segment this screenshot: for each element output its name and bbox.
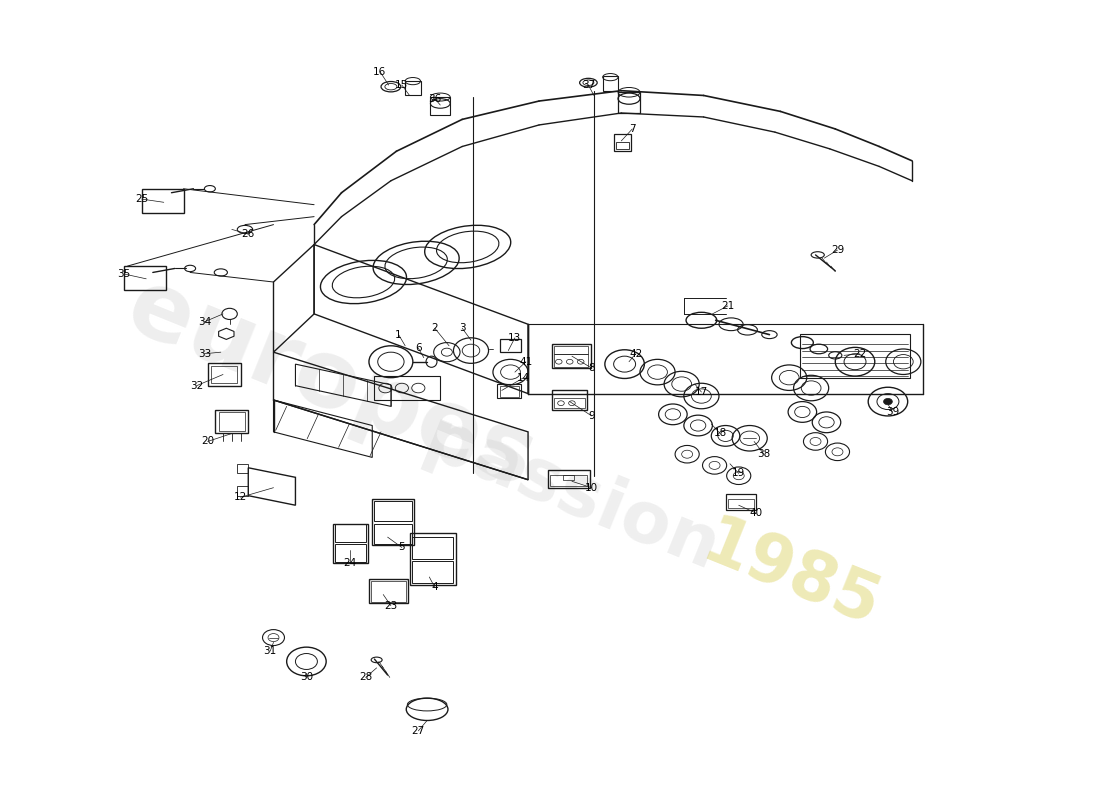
Bar [499,386,519,397]
Bar [374,376,440,400]
Text: 14: 14 [517,373,530,382]
Text: 19: 19 [733,468,746,478]
Bar [430,97,450,114]
Text: 40: 40 [750,508,762,518]
Bar [616,142,629,149]
Bar [552,344,591,368]
Bar [499,339,521,352]
Bar [238,486,249,496]
Bar [411,537,453,559]
Text: 1985: 1985 [693,510,890,641]
Bar [371,581,406,602]
Text: 13: 13 [508,333,521,343]
Text: 26: 26 [242,229,255,239]
Text: 31: 31 [264,646,277,656]
Text: 20: 20 [201,437,214,446]
Bar [372,499,414,545]
Bar [374,523,411,543]
Text: 32: 32 [190,381,204,390]
Text: 34: 34 [198,317,211,327]
Text: 10: 10 [585,482,598,493]
Text: 18: 18 [714,429,727,438]
Text: europes: europes [113,261,548,507]
Text: 4: 4 [431,582,438,592]
Bar [334,524,365,542]
Bar [563,475,574,480]
Text: 3: 3 [459,323,465,334]
Circle shape [883,398,892,405]
Bar [618,92,640,113]
Bar [603,76,618,90]
Text: 12: 12 [234,492,248,502]
Text: 42: 42 [629,349,642,358]
Text: 25: 25 [135,194,149,204]
Bar [211,366,238,383]
Bar [554,354,588,366]
Text: 27: 27 [411,726,425,736]
Bar [554,398,585,408]
Text: 22: 22 [852,349,866,358]
Bar [142,189,184,213]
Text: 38: 38 [757,450,771,459]
Bar [208,363,241,386]
Text: 17: 17 [695,387,708,397]
Text: 7: 7 [629,124,636,134]
Bar [800,334,910,378]
Text: 41: 41 [519,357,532,366]
Text: 24: 24 [343,558,356,569]
Text: 33: 33 [198,349,211,358]
Bar [550,475,587,486]
Bar [728,499,755,509]
Text: 6: 6 [415,343,421,353]
Text: 1: 1 [395,330,402,340]
Text: 16: 16 [373,66,386,77]
Bar [726,494,757,510]
Text: 30: 30 [300,673,313,682]
Text: 2: 2 [431,323,438,334]
Text: 9: 9 [588,411,595,421]
Bar [497,384,521,398]
Bar [334,544,365,562]
Bar [124,266,166,290]
Bar [368,579,408,603]
Text: 21: 21 [722,301,735,311]
Text: 36: 36 [428,94,441,104]
Bar [552,390,587,410]
Text: 39: 39 [886,407,899,417]
Text: 15: 15 [395,80,408,90]
Bar [374,502,411,521]
Bar [554,346,588,354]
Text: 5: 5 [398,542,405,553]
Text: 35: 35 [118,269,131,279]
Text: 29: 29 [830,245,844,255]
Text: 37: 37 [582,80,595,90]
Text: passion: passion [414,405,729,586]
Bar [332,523,367,563]
Text: 8: 8 [588,363,595,373]
Text: 28: 28 [359,673,372,682]
Bar [548,470,590,488]
Text: 23: 23 [384,601,397,610]
Bar [219,412,245,431]
Bar [238,464,249,474]
Bar [409,533,455,585]
Bar [614,134,631,151]
Bar [411,561,453,583]
Bar [216,410,249,434]
Bar [405,81,420,95]
